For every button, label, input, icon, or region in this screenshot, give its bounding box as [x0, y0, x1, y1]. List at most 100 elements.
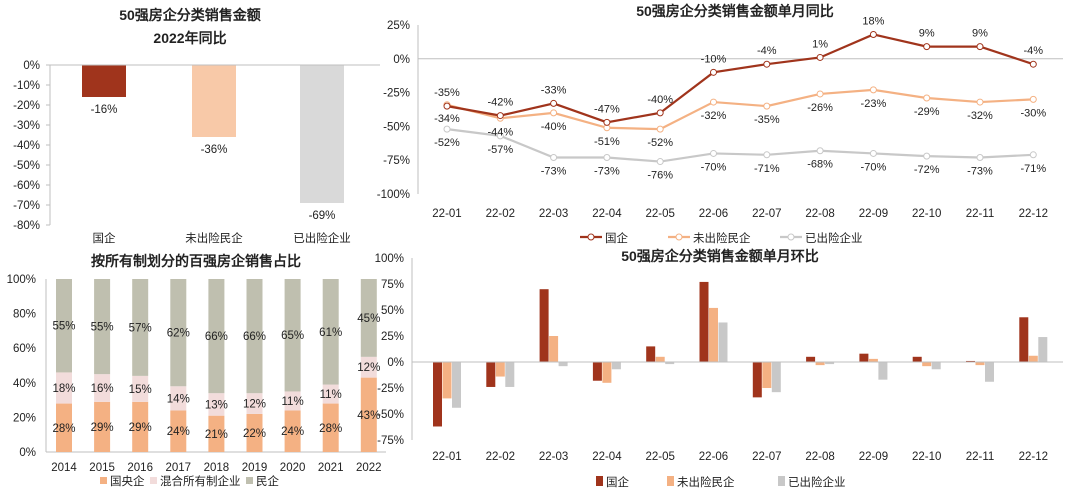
chart-ownership-share: 按所有制划分的百强房企销售占比 100% 80% 60% 40% 20% 0% 28% 18% 5… — [7, 253, 386, 488]
bar-未出险民企 — [815, 362, 825, 366]
x-tick-label: 22-09 — [859, 208, 888, 220]
bar-已出险企业 — [718, 322, 728, 362]
data-point — [496, 132, 504, 140]
x-tick-label: 22-07 — [752, 208, 781, 220]
x-tick-label: 2016 — [127, 462, 153, 474]
y-tick-label: -60% — [13, 180, 40, 192]
y-tick-label: -50% — [383, 121, 410, 133]
y-tick-label: -80% — [13, 220, 40, 232]
x-tick-label: 22-01 — [432, 208, 461, 220]
data-label: -4% — [757, 45, 777, 57]
x-tick-label: 国企 — [93, 231, 116, 245]
bar-segment-国央企 — [322, 403, 339, 452]
x-tick-label: 2022 — [356, 462, 382, 474]
data-label: -4% — [1024, 45, 1044, 57]
bar-segment-国央企 — [170, 410, 187, 452]
data-label: -51% — [594, 136, 620, 148]
chart-monthly-mom: 50强房企分类销售金额单月环比 100% 75% 50% 25% 0% -25% -50% -7… — [375, 248, 1063, 489]
data-point — [869, 149, 877, 157]
bar-segment-民企 — [94, 279, 111, 375]
legend-label: 已出险企业 — [805, 231, 863, 245]
data-point — [496, 112, 504, 120]
legend-swatch — [778, 476, 785, 486]
data-point — [763, 151, 771, 159]
x-tick-label: 22-08 — [805, 208, 834, 220]
bar-segment-民企 — [132, 279, 149, 376]
data-label: -40% — [541, 121, 567, 133]
data-label: 18% — [52, 383, 75, 395]
data-point — [710, 68, 717, 76]
legend-item: 已出险企业 — [778, 475, 846, 489]
data-label: -44% — [487, 126, 513, 138]
bar-国企 — [806, 356, 816, 362]
data-label: 28% — [52, 423, 75, 435]
y-tick-label: -75% — [383, 155, 410, 167]
legend-marker — [587, 233, 595, 241]
x-tick-label: 22-03 — [539, 208, 568, 220]
data-point — [869, 86, 877, 94]
data-label: -76% — [647, 170, 673, 182]
y-tick-label: 25% — [381, 331, 404, 343]
data-point — [603, 118, 611, 126]
data-label: -32% — [701, 110, 727, 122]
legend-marker — [675, 233, 683, 241]
data-label: 55% — [52, 321, 75, 333]
data-label: -26% — [807, 102, 833, 114]
bar-已出险企业 — [1038, 337, 1048, 362]
x-tick-label: 22-12 — [1019, 451, 1048, 463]
bar-segment-国央企 — [132, 401, 149, 452]
data-label: -29% — [914, 106, 940, 118]
data-label: -72% — [914, 164, 940, 176]
legend-label: 未出险民企 — [693, 231, 751, 245]
x-tick-label: 22-01 — [432, 451, 461, 463]
y-tick-label: -100% — [377, 189, 410, 201]
x-tick-label: 22-06 — [699, 451, 728, 463]
data-label: 29% — [129, 422, 152, 434]
data-point — [1029, 151, 1037, 159]
x-tick-label: 2017 — [166, 462, 192, 474]
bar-国企 — [592, 362, 602, 381]
legend-swatch — [667, 476, 674, 486]
y-tick-label: -20% — [13, 100, 40, 112]
legend-item: 已出险企业 — [780, 231, 863, 245]
x-tick-label: 已出险企业 — [293, 231, 351, 245]
bar-已出险企业 — [878, 362, 888, 380]
bar-segment-混合所有制企业 — [284, 391, 301, 411]
series-line-已出险企业 — [446, 128, 1034, 163]
data-point — [603, 153, 611, 161]
x-tick-label: 2015 — [89, 462, 115, 474]
data-label: -35% — [434, 87, 460, 99]
data-label: 12% — [243, 399, 266, 411]
x-tick-label: 2014 — [51, 462, 77, 474]
bar-已出险企业 — [665, 362, 675, 365]
bar-已出险企业 — [505, 362, 515, 387]
x-tick-label: 22-04 — [592, 208, 622, 220]
data-label: -30% — [1020, 107, 1046, 119]
data-point — [550, 153, 558, 161]
bar-已出险企业 — [825, 362, 835, 365]
bar-segment-民企 — [284, 279, 301, 392]
bar-segment-混合所有制企业 — [170, 386, 187, 411]
data-label: 14% — [167, 393, 190, 405]
bar-1 — [82, 65, 126, 97]
data-label: -42% — [487, 97, 513, 109]
data-point — [1029, 95, 1037, 103]
data-point — [656, 125, 664, 133]
data-label: -34% — [434, 113, 460, 125]
y-tick-label: -50% — [377, 409, 404, 421]
data-point — [443, 102, 451, 110]
bar-已出险企业 — [452, 362, 461, 408]
data-label: 9% — [919, 28, 935, 40]
bar-未出险民企 — [975, 362, 985, 366]
data-label: -73% — [594, 165, 620, 177]
y-tick-label: -70% — [13, 200, 40, 212]
chart-title: 50强房企分类销售金额单月同比 — [636, 3, 834, 19]
bar-已出险企业 — [771, 362, 781, 393]
y-tick-label: -50% — [13, 160, 40, 172]
bar-segment-混合所有制企业 — [208, 393, 225, 416]
legend-label: 国企 — [605, 231, 628, 245]
chart-title: 按所有制划分的百强房企销售占比 — [91, 253, 301, 269]
bar-未出险民企 — [868, 358, 878, 362]
chart-subtitle: 2022年同比 — [153, 30, 226, 46]
